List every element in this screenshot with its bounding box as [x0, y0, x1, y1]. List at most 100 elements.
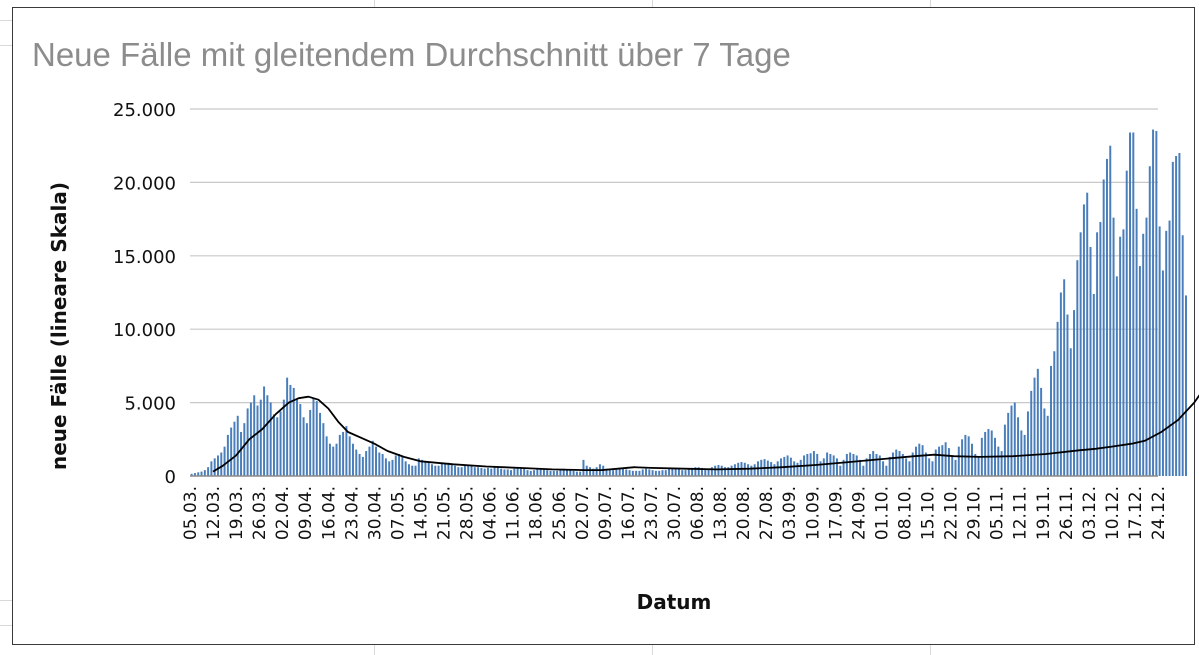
bar: [467, 464, 470, 476]
bar: [1089, 246, 1092, 476]
bar: [664, 470, 667, 476]
bar: [431, 464, 433, 476]
bar: [233, 421, 236, 476]
x-tick-label: 15.10.: [919, 486, 939, 540]
x-tick-label: 03.12.: [1080, 486, 1100, 540]
sheet-gridline: [0, 45, 12, 46]
bar: [1178, 153, 1181, 477]
chart-frame[interactable]: [12, 7, 1195, 645]
bar: [243, 423, 246, 476]
bar: [542, 468, 545, 476]
bar: [855, 455, 858, 476]
x-tick-label: 20.08.: [734, 486, 754, 540]
bar: [1125, 170, 1128, 476]
bar: [654, 470, 657, 476]
x-tick-label: 18.06.: [527, 486, 547, 540]
bar: [276, 417, 279, 476]
x-tick-label: 17.09.: [826, 486, 846, 540]
bar: [1112, 217, 1115, 476]
y-tick-label: 5.000: [124, 394, 176, 415]
x-tick-label: 02.04.: [273, 486, 293, 540]
bar: [272, 414, 275, 476]
bar: [223, 446, 226, 476]
bar: [384, 458, 387, 476]
bar: [1017, 417, 1020, 476]
bar: [1013, 402, 1016, 476]
bar: [1069, 348, 1072, 476]
bar: [500, 468, 503, 476]
bar: [536, 469, 539, 476]
bar: [872, 451, 875, 476]
bar: [1063, 279, 1066, 476]
bar: [645, 468, 648, 476]
x-tick-label: 27.08.: [757, 486, 777, 540]
bar: [951, 456, 954, 476]
bar: [477, 467, 480, 476]
x-tick-label: 02.07.: [573, 486, 593, 540]
bar: [799, 459, 802, 476]
bar: [618, 468, 621, 476]
bar: [641, 469, 644, 476]
bar: [549, 470, 552, 476]
bar: [710, 467, 713, 476]
bar: [944, 442, 947, 476]
y-tick-labels: 0 5.000 10.000 15.000 20.000 25.000: [113, 100, 176, 488]
bar: [1099, 222, 1102, 476]
bar: [658, 470, 661, 476]
bar: [1082, 204, 1085, 477]
bar: [882, 461, 885, 476]
bar: [868, 453, 871, 476]
bar: [365, 451, 368, 476]
bar: [1033, 377, 1036, 476]
bar: [203, 470, 206, 476]
bar: [1050, 365, 1052, 476]
bar: [460, 467, 463, 476]
bar: [747, 464, 750, 476]
bar: [1096, 232, 1099, 476]
bar: [750, 465, 753, 476]
bar: [895, 449, 898, 476]
bar: [589, 467, 592, 476]
bar: [1171, 161, 1174, 476]
x-tick-label: 10.12.: [1103, 486, 1123, 540]
bar: [533, 470, 536, 476]
x-tick-label: 28.05.: [458, 486, 478, 540]
bar: [299, 404, 302, 476]
x-tick-label: 12.03.: [204, 486, 224, 540]
bar: [595, 467, 598, 476]
bar: [579, 471, 582, 476]
bar: [865, 458, 868, 476]
bar: [230, 427, 233, 476]
bar: [292, 387, 295, 476]
bar: [733, 464, 736, 476]
bar: [727, 467, 730, 476]
x-tick-label: 23.07.: [642, 486, 662, 540]
bar: [961, 439, 964, 476]
bar: [717, 464, 720, 476]
bar: [483, 468, 486, 476]
bar: [249, 402, 252, 476]
moving-average-line: [212, 394, 1199, 473]
bar: [964, 434, 967, 476]
bar: [901, 453, 904, 476]
bar: [493, 467, 496, 476]
bar: [1043, 408, 1046, 476]
bar: [1026, 411, 1029, 476]
bar: [506, 469, 509, 476]
x-tick-label: 05.11.: [988, 486, 1008, 540]
bar: [1046, 415, 1049, 476]
bar: [486, 467, 489, 476]
bar: [572, 470, 575, 476]
bar: [1175, 155, 1178, 477]
bar: [1010, 405, 1013, 476]
bar: [358, 453, 361, 476]
bar: [938, 446, 941, 476]
bar: [911, 452, 914, 476]
bar: [753, 464, 756, 476]
bar: [355, 449, 358, 476]
bar: [440, 462, 443, 476]
x-tick-label: 13.08.: [711, 486, 731, 540]
bar: [898, 451, 901, 476]
bar: [701, 467, 703, 476]
